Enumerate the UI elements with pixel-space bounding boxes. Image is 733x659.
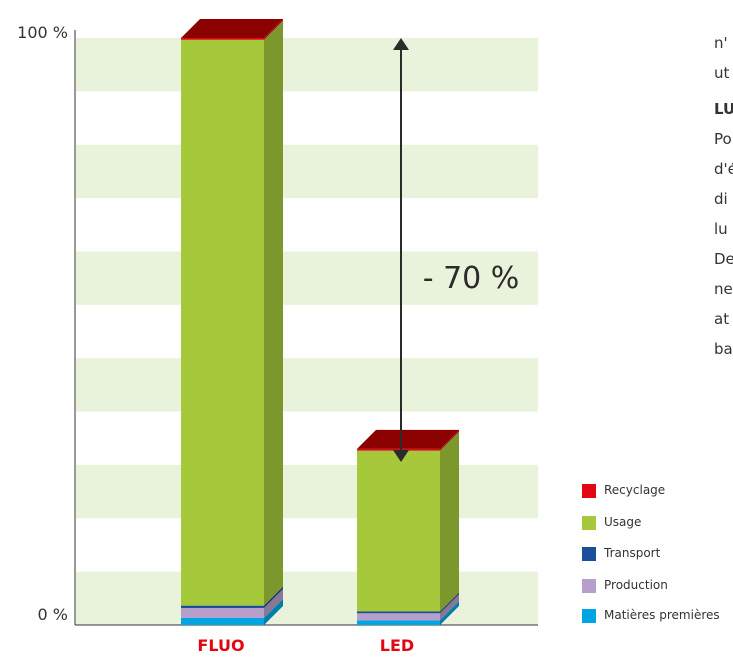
side-text-line: n' [714,34,728,52]
bar-side-fluo-usage [264,20,283,606]
category-label-led: LED [380,636,414,655]
bar-segment-led-recyclage [357,448,440,451]
bar-side-fluo-recyclage [264,19,283,40]
bars-group [181,19,459,625]
bar-led [357,429,459,625]
legend-label: Matières premières [604,608,720,622]
legend-label: Recyclage [604,483,666,497]
bar-side-led-matieres-premieres [440,601,459,625]
background-band [76,38,538,92]
bar-fluo [181,19,283,625]
bar-top-face-led [357,429,459,449]
bar-side-led-usage [440,431,459,612]
bar-side-led-production [440,594,459,621]
background-band [76,358,538,412]
bar-segment-fluo-matieres-premieres [181,617,264,625]
bar-segment-fluo-production [181,607,264,618]
y-tick-label-0: 0 % [38,605,68,624]
bar-top-face-fluo [181,19,283,38]
side-text-line: lu [714,220,728,238]
side-text-line: di [714,190,728,208]
y-tick-label-100: 100 % [17,23,68,42]
background-band [76,571,538,625]
legend-label: Usage [604,515,642,529]
side-text-line: De [714,250,733,268]
bar-segment-fluo-recyclage [181,38,264,40]
category-label-fluo: FLUO [197,636,244,655]
legend-swatch [582,516,596,530]
background-band [76,464,538,519]
side-text-line: at [714,310,730,328]
bar-segment-led-matieres-premieres [357,620,440,625]
bar-segment-fluo-transport [181,605,264,608]
bar-side-fluo-transport [264,586,283,608]
side-text-line: ba [714,340,733,358]
side-text-line: d'é [714,160,733,178]
side-text-line: ut [714,64,730,82]
legend-swatch [582,579,596,593]
bar-segment-led-transport [357,611,440,614]
legend-swatch [582,609,596,623]
bar-side-led-recyclage [440,429,459,451]
difference-arrow-head-down [393,450,409,462]
legend-swatch [582,484,596,498]
legend-swatch [582,547,596,561]
side-text-line: ne [714,280,733,298]
difference-label: - 70 % [423,261,520,296]
bar-segment-led-production [357,613,440,621]
legend-label: Production [604,578,668,592]
background-bands [76,38,538,625]
difference-arrow: - 70 % [393,38,534,462]
bar-segment-led-usage [357,450,440,612]
side-text-line: Po [714,130,732,148]
difference-label-background [410,252,534,302]
background-band [76,144,538,199]
bar-side-led-transport [440,592,459,614]
bar-segment-fluo-usage [181,39,264,606]
side-text-heading: LU [714,100,733,118]
bar-side-fluo-production [264,588,283,618]
bar-side-fluo-matieres-premieres [264,598,283,625]
difference-arrow-head-up [393,38,409,50]
legend-label: Transport [604,546,661,560]
